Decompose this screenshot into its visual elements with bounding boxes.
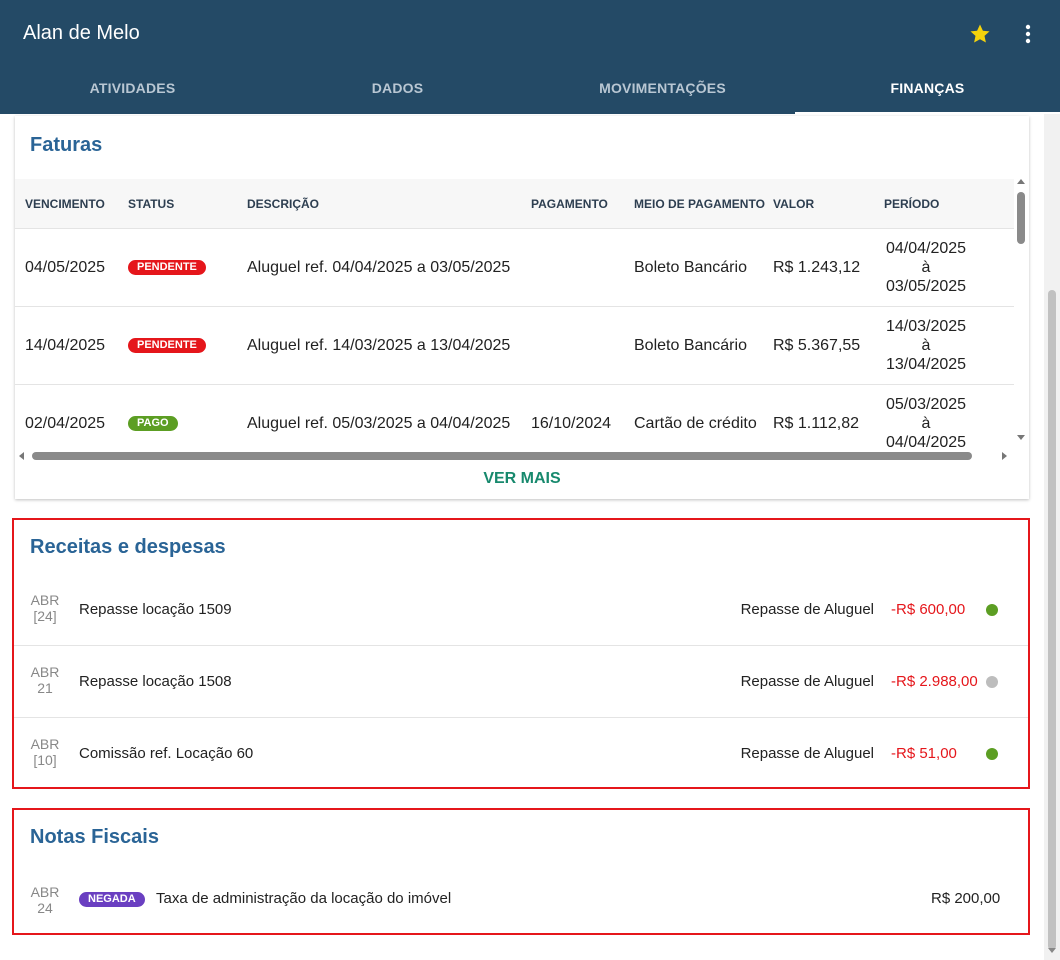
- table-row[interactable]: 14/04/2025 PENDENTE Aluguel ref. 14/03/2…: [15, 307, 1014, 385]
- more-vert-icon[interactable]: [1018, 22, 1038, 46]
- item-category: Repasse de Aluguel: [740, 745, 874, 762]
- periodo-fim: 03/05/2025: [885, 278, 967, 295]
- status-badge: PENDENTE: [128, 338, 206, 354]
- faturas-card: Faturas VENCIMENTO STATUS DESCRIÇÃO PAGA…: [15, 116, 1029, 499]
- star-icon[interactable]: [968, 22, 992, 46]
- date-day: 24: [37, 900, 53, 916]
- status-badge: PENDENTE: [128, 260, 206, 276]
- column-header-pagamento[interactable]: PAGAMENTO: [531, 197, 608, 211]
- date-month: ABR: [30, 664, 60, 680]
- page-scrollbar-thumb[interactable]: [1048, 290, 1056, 950]
- faturas-table: VENCIMENTO STATUS DESCRIÇÃO PAGAMENTO ME…: [15, 179, 1014, 449]
- periodo-sep: à: [921, 415, 931, 432]
- tab-atividades[interactable]: ATIVIDADES: [89, 80, 176, 96]
- scroll-left-arrow-icon[interactable]: [19, 452, 24, 460]
- table-horizontal-scrollbar-thumb[interactable]: [32, 452, 972, 460]
- periodo-inicio: 14/03/2025: [885, 318, 967, 335]
- list-item[interactable]: ABR [24] Repasse locação 1509 Repasse de…: [14, 574, 1028, 646]
- item-value: -R$ 2.988,00: [891, 673, 978, 690]
- scroll-down-arrow-icon[interactable]: [1017, 435, 1025, 440]
- cell-meio-pagamento: Boleto Bancário: [634, 259, 747, 276]
- date-day: [24]: [33, 608, 57, 624]
- column-header-periodo[interactable]: PERÍODO: [884, 197, 940, 211]
- tab-dados[interactable]: DADOS: [371, 80, 424, 96]
- cell-periodo: 04/04/2025 à 03/05/2025: [880, 229, 972, 307]
- date-day: [10]: [33, 752, 57, 768]
- date-label: ABR 24: [30, 884, 60, 916]
- status-badge: NEGADA: [79, 892, 145, 907]
- tab-financas[interactable]: FINANÇAS: [795, 64, 1060, 114]
- cell-valor: R$ 1.243,12: [773, 259, 861, 276]
- periodo-inicio: 05/03/2025: [885, 396, 967, 413]
- date-label: ABR 21: [30, 664, 60, 696]
- page-title: Alan de Melo: [23, 22, 140, 44]
- cell-pagamento: 16/10/2024: [531, 415, 612, 432]
- tab-movimentacoes[interactable]: MOVIMENTAÇÕES: [599, 80, 726, 96]
- faturas-title: Faturas: [30, 134, 103, 156]
- cell-valor: R$ 5.367,55: [773, 337, 861, 354]
- item-category: Repasse de Aluguel: [740, 601, 874, 618]
- item-description: Comissão ref. Locação 60: [79, 745, 254, 762]
- column-header-vencimento[interactable]: VENCIMENTO: [25, 197, 105, 211]
- cell-meio-pagamento: Boleto Bancário: [634, 337, 747, 354]
- item-description: Repasse locação 1508: [79, 673, 232, 690]
- date-month: ABR: [30, 884, 60, 900]
- page-scrollbar[interactable]: [1044, 114, 1060, 960]
- item-value: -R$ 600,00: [891, 601, 966, 618]
- cell-periodo: 14/03/2025 à 13/04/2025: [880, 307, 972, 385]
- table-vertical-scrollbar[interactable]: [1014, 179, 1029, 449]
- column-header-meio-pagamento[interactable]: MEIO DE PAGAMENTO: [634, 197, 765, 211]
- list-item[interactable]: ABR 24 NEGADA Taxa de administração da l…: [14, 870, 1028, 930]
- status-dot-icon: [986, 748, 998, 760]
- scroll-up-arrow-icon[interactable]: [1017, 179, 1025, 184]
- status-dot-icon: [986, 604, 998, 616]
- date-month: ABR: [30, 592, 60, 608]
- table-horizontal-scrollbar[interactable]: [15, 449, 1014, 463]
- item-value: R$ 200,00: [931, 890, 1001, 907]
- cell-descricao: Aluguel ref. 04/04/2025 a 03/05/2025: [247, 259, 511, 276]
- item-category: Repasse de Aluguel: [740, 673, 874, 690]
- receitas-despesas-card: Receitas e despesas ABR [24] Repasse loc…: [12, 518, 1030, 789]
- receitas-title: Receitas e despesas: [30, 536, 226, 558]
- ver-mais-button[interactable]: VER MAIS: [483, 470, 561, 487]
- column-header-descricao[interactable]: DESCRIÇÃO: [247, 197, 320, 211]
- app-bar: Alan de Melo ATIVIDADES DADOS MOVIMENTAÇ…: [0, 0, 1060, 114]
- notas-fiscais-card: Notas Fiscais ABR 24 NEGADA Taxa de admi…: [12, 808, 1030, 935]
- periodo-sep: à: [921, 337, 931, 354]
- date-label: ABR [10]: [30, 736, 60, 768]
- item-value: -R$ 51,00: [891, 745, 957, 762]
- scroll-right-arrow-icon[interactable]: [1002, 452, 1007, 460]
- cell-valor: R$ 1.112,82: [773, 415, 859, 432]
- periodo-fim: 13/04/2025: [885, 356, 967, 373]
- table-row[interactable]: 04/05/2025 PENDENTE Aluguel ref. 04/04/2…: [15, 229, 1014, 307]
- cell-descricao: Aluguel ref. 05/03/2025 a 04/04/2025: [247, 415, 511, 432]
- cell-vencimento: 14/04/2025: [25, 337, 106, 354]
- date-label: ABR [24]: [30, 592, 60, 624]
- column-header-status[interactable]: STATUS: [128, 197, 175, 211]
- table-header: VENCIMENTO STATUS DESCRIÇÃO PAGAMENTO ME…: [15, 179, 1014, 229]
- status-dot-icon: [986, 676, 998, 688]
- cell-periodo: 05/03/2025 à 04/04/2025: [880, 385, 972, 449]
- list-item[interactable]: ABR [10] Comissão ref. Locação 60 Repass…: [14, 718, 1028, 790]
- cell-vencimento: 02/04/2025: [25, 415, 106, 432]
- date-day: 21: [37, 680, 53, 696]
- scroll-down-arrow-icon[interactable]: [1048, 948, 1056, 953]
- notas-title: Notas Fiscais: [30, 826, 159, 848]
- table-row[interactable]: 02/04/2025 PAGO Aluguel ref. 05/03/2025 …: [15, 385, 1014, 449]
- date-month: ABR: [30, 736, 60, 752]
- cell-vencimento: 04/05/2025: [25, 259, 106, 276]
- item-description: Taxa de administração da locação do imóv…: [156, 890, 452, 907]
- status-badge: PAGO: [128, 416, 178, 432]
- column-header-valor[interactable]: VALOR: [773, 197, 815, 211]
- tab-bar: ATIVIDADES DADOS MOVIMENTAÇÕES FINANÇAS: [0, 64, 1060, 114]
- list-item[interactable]: ABR 21 Repasse locação 1508 Repasse de A…: [14, 646, 1028, 718]
- table-vertical-scrollbar-thumb[interactable]: [1017, 192, 1025, 244]
- periodo-fim: 04/04/2025: [885, 434, 967, 449]
- item-description: Repasse locação 1509: [79, 601, 232, 618]
- periodo-inicio: 04/04/2025: [885, 240, 967, 257]
- cell-descricao: Aluguel ref. 14/03/2025 a 13/04/2025: [247, 337, 511, 354]
- periodo-sep: à: [921, 259, 931, 276]
- cell-meio-pagamento: Cartão de crédito: [634, 415, 757, 432]
